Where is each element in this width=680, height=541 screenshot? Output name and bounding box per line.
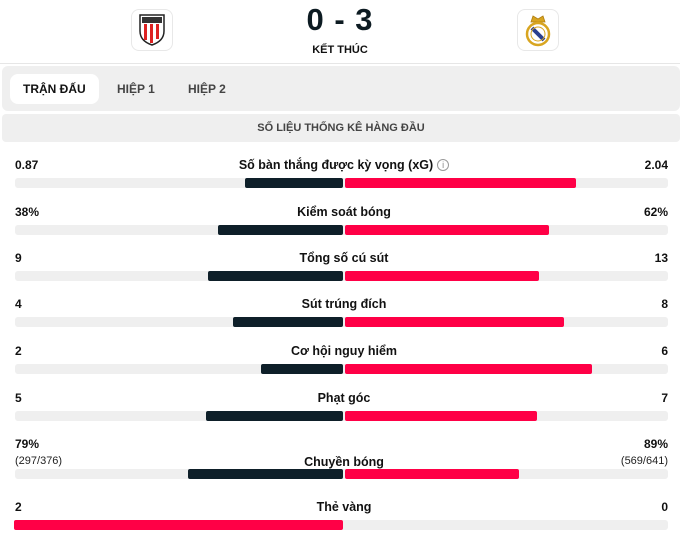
away-stat-bar [345, 271, 540, 281]
stat-row: 79% 89% (297/376) (569/641) Chuyền bóng [0, 437, 680, 479]
tab-second-half[interactable]: HIỆP 2 [188, 82, 226, 96]
stat-label-text: Thẻ vàng [316, 500, 372, 514]
home-stat-bar [260, 364, 343, 374]
stat-row: 2 0 Thẻ vàng [0, 500, 680, 530]
stat-label: Cơ hội nguy hiểm [0, 344, 680, 358]
away-stat-value: 89% [643, 437, 668, 451]
home-stat-bar [217, 225, 343, 235]
stat-bar-track [15, 411, 668, 421]
away-stat-bar [345, 469, 520, 479]
section-title: SỐ LIỆU THỐNG KÊ HÀNG ĐẦU [2, 114, 680, 142]
stat-label-text: Kiểm soát bóng [297, 205, 391, 219]
away-stat-value: 8 [661, 297, 668, 311]
home-stat-value: 9 [15, 251, 22, 265]
home-stat-bar [244, 178, 343, 188]
away-team-logo[interactable] [517, 9, 559, 51]
away-stat-bar [345, 225, 549, 235]
stat-row: 2 6 Cơ hội nguy hiểm [0, 344, 680, 374]
away-stat-value: 7 [661, 391, 668, 405]
away-stat-value: 13 [654, 251, 668, 265]
stat-label-text: Cơ hội nguy hiểm [290, 344, 398, 358]
stat-label: Kiểm soát bóng [0, 205, 680, 219]
away-stat-value: 0 [661, 500, 668, 514]
match-status: KẾT THÚC [312, 44, 368, 56]
away-stat-value: 62% [643, 205, 668, 219]
stat-label: Thẻ vàng [0, 500, 680, 514]
home-stat-bar [14, 520, 343, 530]
stat-label: Sút trúng đích [0, 297, 680, 311]
home-stat-value: 5 [15, 391, 22, 405]
stat-row: 38% 62% Kiểm soát bóng [0, 205, 680, 235]
away-stat-bar [345, 411, 537, 421]
stat-bar-track [15, 178, 668, 188]
stat-bar-track [15, 271, 668, 281]
stat-label-text: Tổng số cú sút [299, 251, 389, 265]
home-stat-value: 38% [15, 205, 40, 219]
info-icon[interactable]: i [437, 159, 450, 171]
home-stat-bar [205, 411, 343, 421]
stat-bar-track [14, 520, 668, 530]
tab-match[interactable]: TRẬN ĐẤU [10, 74, 99, 104]
stat-bar-track [15, 225, 668, 235]
match-score: 0 - 3 [306, 2, 374, 37]
athletic-bilbao-crest-icon [139, 14, 165, 46]
away-stat-value: 2.04 [644, 158, 668, 172]
away-stat-value: 6 [661, 344, 668, 358]
away-stat-bar [345, 317, 565, 327]
real-madrid-crest-icon [525, 15, 551, 47]
stat-label-text: Sút trúng đích [301, 297, 387, 311]
stat-bar-track [15, 364, 668, 374]
stat-bar-track [15, 469, 668, 479]
tab-first-half[interactable]: HIỆP 1 [117, 82, 155, 96]
stat-label: Chuyền bóng [0, 455, 680, 469]
stat-label: Tổng số cú sút [0, 251, 680, 265]
stat-row: 4 8 Sút trúng đích [0, 297, 680, 327]
home-team-logo[interactable] [131, 9, 173, 51]
away-stat-detail: (569/641) [620, 455, 668, 467]
home-stat-bar [188, 469, 343, 479]
stat-label-text: Số bàn thắng được kỳ vọng (xG) [238, 158, 434, 172]
home-stat-value: 79% [15, 437, 40, 451]
stat-label: Số bàn thắng được kỳ vọng (xG) i [0, 158, 680, 172]
away-stat-bar [345, 364, 592, 374]
stat-bar-track [15, 317, 668, 327]
home-stat-value: 2 [15, 344, 22, 358]
home-stat-value: 2 [15, 500, 22, 514]
home-stat-bar [208, 271, 343, 281]
match-header: 0 - 3 KẾT THÚC [0, 0, 680, 64]
stat-row: 5 7 Phạt góc [0, 391, 680, 421]
stat-label-text: Chuyền bóng [304, 455, 384, 469]
stat-label-text: Phạt góc [317, 391, 371, 405]
home-stat-bar [233, 317, 343, 327]
home-stat-value: 0.87 [15, 158, 39, 172]
away-stat-bar [345, 178, 576, 188]
stat-row: 0.87 2.04 Số bàn thắng được kỳ vọng (xG) i [0, 158, 680, 188]
home-stat-value: 4 [15, 297, 22, 311]
stat-label: Phạt góc [0, 391, 680, 405]
period-tabs: TRẬN ĐẤU HIỆP 1 HIỆP 2 [2, 66, 680, 111]
home-stat-detail: (297/376) [15, 455, 63, 467]
stat-row: 9 13 Tổng số cú sút [0, 251, 680, 281]
